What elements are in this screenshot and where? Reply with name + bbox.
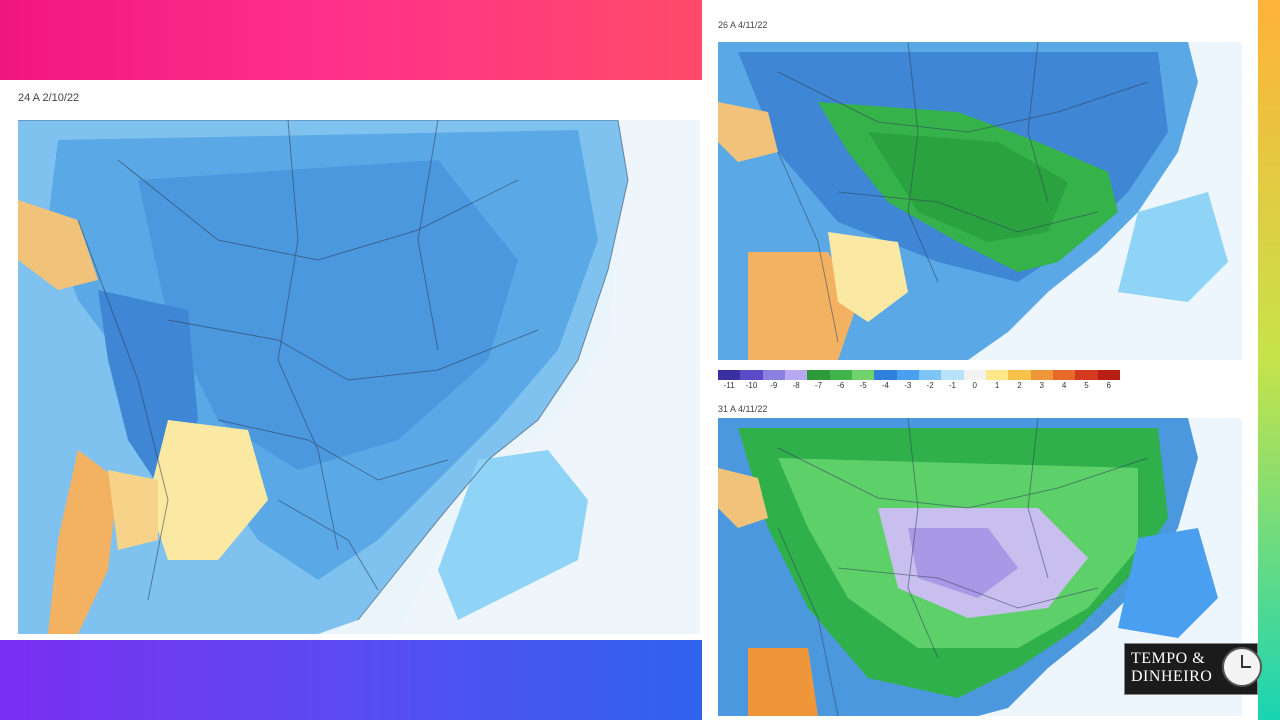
bottom-gradient-band bbox=[0, 640, 702, 720]
scale-tick-label: -8 bbox=[792, 381, 800, 390]
scale-swatch bbox=[1075, 370, 1098, 380]
scale-swatch bbox=[851, 370, 875, 380]
scale-tick-label: 3 bbox=[1039, 381, 1044, 390]
scale-tick-label: -11 bbox=[723, 381, 735, 390]
color-scale-ticks: -11 -10 -9 -8 -7 -6 -5 -4 -3 -2 -1 0 1 2 3 4 5 6 bbox=[718, 380, 1120, 392]
scale-tick-label: 0 bbox=[972, 381, 977, 390]
scale-tick-label: -10 bbox=[745, 381, 758, 390]
scale-swatch bbox=[718, 370, 741, 380]
scale-swatch bbox=[985, 370, 1009, 380]
top-right-map-graphic bbox=[718, 42, 1242, 360]
scale-swatch bbox=[1008, 370, 1031, 380]
top-right-panel-label: 26 A 4/11/22 bbox=[718, 20, 768, 30]
scale-swatch bbox=[1097, 370, 1120, 380]
scale-tick-label: -9 bbox=[770, 381, 778, 390]
scale-swatch bbox=[1052, 370, 1076, 380]
scale-tick-label: 2 bbox=[1017, 381, 1022, 390]
bottom-right-map-graphic bbox=[718, 418, 1242, 716]
main-map-graphic bbox=[18, 120, 700, 634]
scale-tick-label: -5 bbox=[859, 381, 867, 390]
scale-tick-label: -4 bbox=[881, 381, 890, 390]
top-gradient-band bbox=[0, 0, 702, 80]
color-scale: -11 -10 -9 -8 -7 -6 -5 -4 -3 -2 -1 0 1 2 3 4 5 6 bbox=[718, 370, 1120, 392]
scale-tick-label: -2 bbox=[926, 381, 934, 390]
scale-swatch bbox=[963, 370, 986, 380]
scale-tick-label: 6 bbox=[1106, 381, 1111, 390]
scale-swatch bbox=[807, 370, 830, 380]
scale-tick-label: -7 bbox=[814, 381, 823, 390]
scale-swatch bbox=[896, 370, 919, 380]
main-panel-label: 24 A 2/10/22 bbox=[18, 92, 80, 104]
scale-tick-label: 5 bbox=[1084, 381, 1089, 390]
brand-line-2: DINHEIRO bbox=[1131, 668, 1213, 685]
bottom-right-map bbox=[718, 418, 1242, 716]
scale-swatch bbox=[941, 370, 964, 380]
bottom-right-panel-label: 31 A 4/11/22 bbox=[718, 404, 768, 414]
scale-swatch bbox=[918, 370, 942, 380]
scale-swatch bbox=[829, 370, 852, 380]
scale-tick-label: -3 bbox=[904, 381, 912, 390]
right-gradient-band bbox=[1258, 0, 1280, 720]
top-right-map bbox=[718, 42, 1242, 360]
scale-swatch bbox=[874, 370, 897, 380]
scale-swatch bbox=[740, 370, 763, 380]
scale-tick-label: 4 bbox=[1061, 381, 1067, 390]
scale-swatch bbox=[1030, 370, 1053, 380]
scale-swatch bbox=[762, 370, 785, 380]
scale-tick-label: -1 bbox=[948, 381, 956, 390]
scale-swatch bbox=[784, 370, 808, 380]
color-scale-stripe bbox=[718, 370, 1120, 380]
brand-line-1: TEMPO & bbox=[1131, 650, 1206, 667]
scale-tick-label: -6 bbox=[837, 381, 845, 390]
scale-tick-label: 1 bbox=[994, 381, 1000, 390]
clock-icon bbox=[1222, 647, 1262, 687]
main-map bbox=[18, 120, 700, 634]
